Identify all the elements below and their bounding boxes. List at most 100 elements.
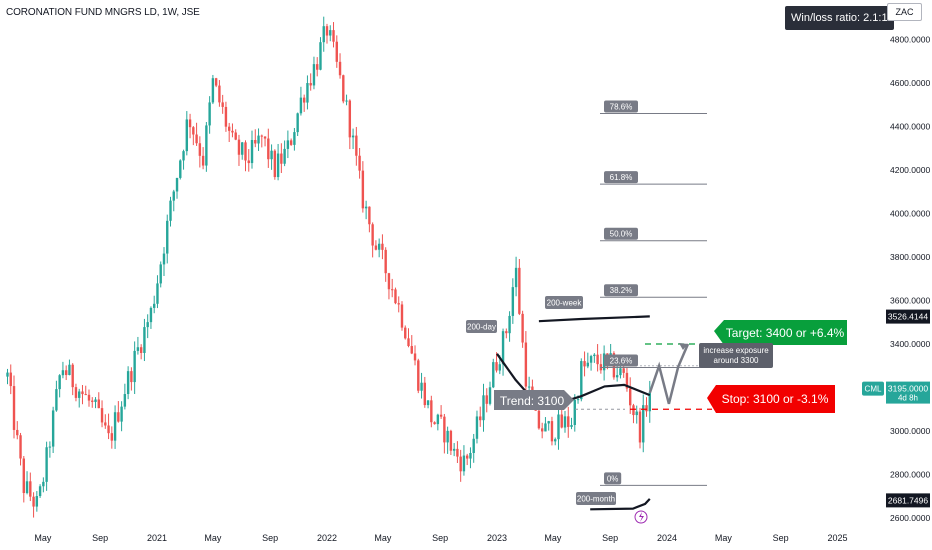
candle-body	[91, 400, 94, 402]
candle-body	[205, 125, 208, 166]
price-label-200-month: 2681.7496	[888, 495, 928, 505]
x-tick-label: 2024	[657, 533, 677, 543]
candle-body	[126, 371, 130, 395]
candle-body	[394, 289, 397, 304]
candle-body	[377, 243, 381, 250]
candle-body	[247, 160, 250, 164]
candle-body	[188, 119, 192, 128]
fib-level-label: 61.8%	[610, 173, 633, 182]
candle-body	[293, 132, 296, 145]
current-price-label: 3195.0000	[888, 384, 928, 394]
candle-body	[224, 106, 228, 127]
candle-body	[250, 139, 254, 164]
price-label-200-week: 3526.4144	[888, 312, 928, 322]
candle-body	[332, 30, 335, 42]
fib-label-bg	[604, 100, 638, 113]
candle-body	[159, 264, 162, 284]
candle-body	[270, 150, 273, 160]
candle-body	[511, 287, 515, 316]
projection-arrowhead	[678, 343, 688, 350]
fib-label-bg	[604, 171, 638, 184]
candle-body	[48, 446, 52, 448]
candle-body	[107, 425, 110, 434]
candle-body	[263, 136, 267, 139]
countdown-label: 4d 8h	[898, 394, 918, 403]
currency-button[interactable]: ZAC	[887, 3, 922, 21]
candle-body	[452, 448, 456, 451]
candle-body	[38, 486, 42, 497]
candle-body	[283, 148, 286, 164]
candle-body	[6, 372, 9, 377]
candle-body	[580, 361, 583, 400]
candle-body	[35, 496, 39, 507]
candle-body	[351, 135, 355, 138]
candle-body	[557, 414, 560, 440]
fib-level-label: 38.2%	[610, 286, 633, 295]
candle-body	[374, 245, 378, 250]
candle-body	[547, 421, 550, 424]
ma-label-bg	[545, 296, 583, 309]
candle-body	[42, 481, 45, 487]
fib-label-bg	[604, 284, 638, 297]
candle-body	[185, 119, 189, 152]
candle-body	[120, 406, 123, 422]
candle-body	[267, 138, 270, 160]
candle-body	[71, 364, 74, 388]
ma-line	[538, 315, 650, 323]
candle-body	[400, 304, 404, 328]
candle-body	[384, 249, 387, 274]
candle-body	[234, 132, 237, 140]
y-tick-label: 4000.0000	[890, 209, 930, 219]
candle-body	[645, 405, 648, 412]
candle-body	[136, 347, 140, 351]
candle-body	[329, 30, 332, 36]
projection-path	[648, 343, 690, 405]
candle-body	[195, 134, 198, 144]
candle-body	[593, 354, 596, 357]
candle-body	[492, 362, 495, 388]
y-tick-label: 4600.0000	[890, 78, 930, 88]
candle-body	[322, 26, 325, 43]
candle-body	[342, 75, 345, 102]
x-tick-label: 2025	[827, 533, 847, 543]
candle-body	[153, 303, 156, 308]
candle-body	[629, 388, 632, 406]
candle-body	[227, 126, 231, 131]
candle-body	[619, 368, 622, 376]
fib-level-label: 50.0%	[610, 230, 633, 239]
fib-label-bg	[604, 472, 622, 485]
candle-body	[198, 143, 202, 156]
candle-body	[218, 85, 221, 103]
ma-label: 200-week	[547, 299, 583, 308]
y-tick-label: 2600.0000	[890, 513, 930, 523]
candle-body	[381, 243, 384, 250]
candle-body	[143, 327, 146, 353]
candle-body	[139, 347, 143, 353]
candle-body	[94, 399, 97, 402]
candle-body	[51, 410, 55, 447]
candle-body	[110, 433, 114, 441]
candle-body	[583, 361, 586, 367]
candle-body	[19, 435, 22, 459]
candle-body	[371, 224, 374, 246]
candle-body	[540, 428, 544, 432]
current-price-bg	[886, 381, 930, 404]
candle-body	[316, 64, 319, 70]
candle-body	[439, 414, 443, 417]
candle-body	[648, 392, 651, 412]
ma-label: 200-day	[467, 323, 496, 332]
candle-body	[149, 307, 153, 323]
candle-body	[465, 455, 469, 459]
candle-body	[404, 327, 407, 339]
candle-body	[273, 150, 277, 178]
x-tick-label: May	[34, 533, 52, 543]
target-label-bg	[714, 320, 847, 345]
candle-body	[501, 331, 505, 365]
candle-body	[364, 206, 368, 209]
candle-body	[81, 391, 84, 395]
trend-label: Trend: 3100	[500, 394, 565, 408]
candle-body	[348, 100, 352, 138]
candle-body	[514, 267, 518, 288]
candle-body	[32, 496, 35, 507]
